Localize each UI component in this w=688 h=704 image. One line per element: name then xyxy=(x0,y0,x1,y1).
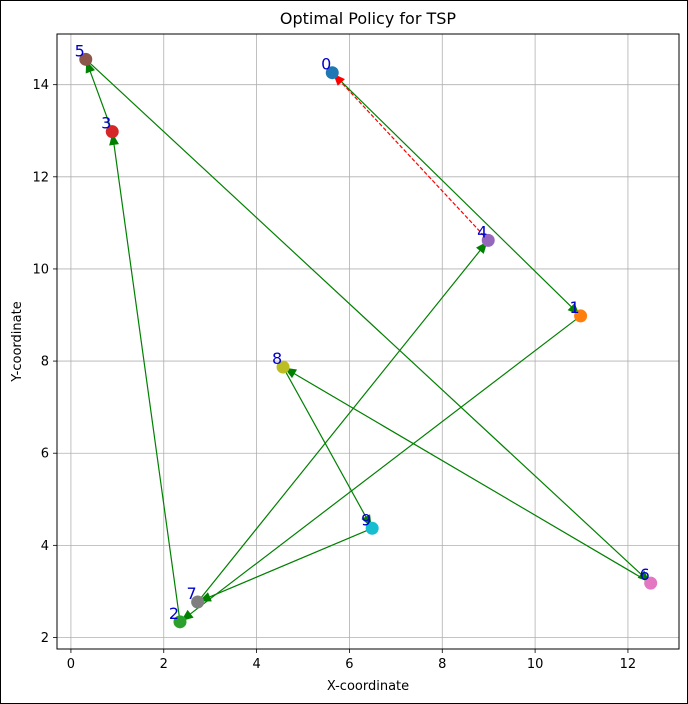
node-9-point xyxy=(365,521,379,535)
edge-line xyxy=(293,373,651,584)
edge-line xyxy=(89,71,113,132)
x-tick-label: 0 xyxy=(67,657,75,672)
node-1-point xyxy=(574,309,588,323)
edge-0-1 xyxy=(331,72,580,316)
y-tick-label: 6 xyxy=(41,447,49,462)
node-6-point xyxy=(644,576,658,590)
grid xyxy=(57,34,679,649)
y-tick-label: 8 xyxy=(41,355,49,370)
edge-line xyxy=(209,527,373,598)
edge-line xyxy=(331,72,572,308)
node-5-point xyxy=(79,52,93,66)
node-7-label: 7 xyxy=(187,584,197,603)
x-tick-label: 6 xyxy=(345,657,353,672)
tour-nodes: 0 1 2 3 4 5 6 7 8 9 xyxy=(75,41,658,629)
node-4-point xyxy=(481,233,495,247)
node-0-label: 0 xyxy=(321,55,331,74)
y-tick-label: 12 xyxy=(32,170,49,185)
node-9-label: 9 xyxy=(361,510,371,529)
node-3-label: 3 xyxy=(101,114,111,133)
edge-line xyxy=(189,315,581,615)
y-tick-label: 4 xyxy=(41,539,49,554)
edge-line xyxy=(282,366,367,518)
x-tick-label: 8 xyxy=(438,657,446,672)
chart-title: Optimal Policy for TSP xyxy=(280,9,457,28)
node-8-point xyxy=(276,360,290,374)
node-0-point xyxy=(325,66,339,80)
y-tick-label: 10 xyxy=(32,262,49,277)
x-tick-label: 10 xyxy=(527,657,544,672)
node-6-label: 6 xyxy=(640,565,650,584)
edge-line xyxy=(85,58,642,575)
edge-1-2 xyxy=(180,315,581,622)
y-tick-label: 2 xyxy=(41,631,49,646)
node-2-point xyxy=(173,615,187,629)
edge-2-3 xyxy=(109,132,181,622)
x-tick-label: 12 xyxy=(620,657,637,672)
x-tick-label: 4 xyxy=(252,657,260,672)
edge-line xyxy=(197,250,481,603)
edge-5-6 xyxy=(85,58,650,583)
edge-7-4 xyxy=(197,241,488,603)
node-5-label: 5 xyxy=(75,41,85,60)
node-8-label: 8 xyxy=(272,349,282,368)
edge-9-7 xyxy=(198,527,373,602)
y-tick-label: 14 xyxy=(32,78,49,93)
edge-line xyxy=(340,81,489,241)
edge-6-8 xyxy=(284,367,651,584)
x-tick-label: 2 xyxy=(160,657,168,672)
node-4-label: 4 xyxy=(477,222,487,241)
node-3-point xyxy=(105,125,119,139)
edge-line xyxy=(113,144,181,622)
node-7-point xyxy=(191,595,205,609)
x-axis-label: X-coordinate xyxy=(327,679,409,694)
plot-area xyxy=(56,33,680,650)
edge-4-0 xyxy=(333,73,489,241)
y-axis-label: Y-coordinate xyxy=(10,301,25,382)
tour-edges xyxy=(85,58,651,622)
node-2-label: 2 xyxy=(169,604,179,623)
edge-8-9 xyxy=(282,366,372,528)
node-1-label: 1 xyxy=(570,298,580,317)
